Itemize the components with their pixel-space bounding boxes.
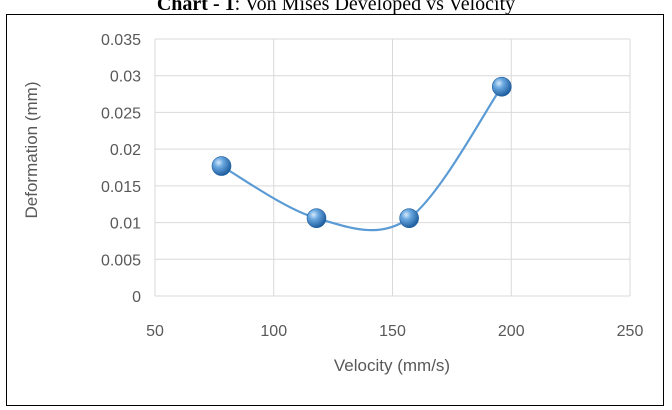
x-tick-label: 100 xyxy=(260,323,287,340)
x-tick-label: 250 xyxy=(617,323,644,340)
data-point xyxy=(491,76,512,97)
series-line xyxy=(220,86,503,232)
y-tick-label: 0.01 xyxy=(110,216,141,233)
data-point xyxy=(211,156,232,176)
y-tick-label: 0.02 xyxy=(110,142,141,159)
caption-text: : Von Mises Developed vs Velocity xyxy=(234,0,516,15)
data-point xyxy=(399,208,419,228)
y-tick-label: 0.025 xyxy=(101,105,141,122)
data-point xyxy=(306,208,327,228)
y-tick-label: 0.035 xyxy=(101,32,141,49)
y-axis-title: Deformation (mm) xyxy=(22,82,41,219)
x-tick-label: 150 xyxy=(379,323,406,340)
x-tick-label: 200 xyxy=(498,323,525,340)
y-tick-label: 0 xyxy=(132,289,141,306)
y-tick-label: 0.005 xyxy=(101,252,141,269)
y-tick-label: 0.015 xyxy=(101,179,141,196)
x-tick-label: 50 xyxy=(146,323,164,340)
x-axis-title: Velocity (mm/s) xyxy=(334,356,450,375)
y-tick-label: 0.03 xyxy=(110,69,141,86)
caption-label: Chart - 1 xyxy=(156,0,235,15)
chart-caption: Chart - 1: Von Mises Developed vs Veloci… xyxy=(0,0,672,16)
chart-frame xyxy=(6,14,664,406)
